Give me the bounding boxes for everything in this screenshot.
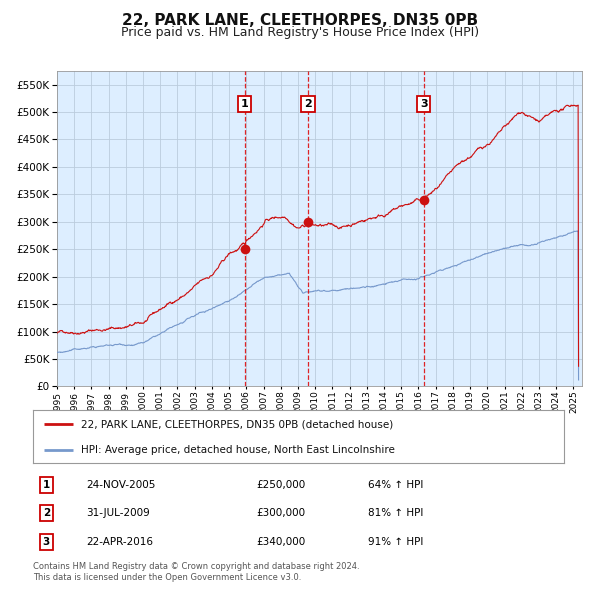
Text: £250,000: £250,000 xyxy=(256,480,305,490)
Text: 64% ↑ HPI: 64% ↑ HPI xyxy=(368,480,423,490)
Text: 91% ↑ HPI: 91% ↑ HPI xyxy=(368,537,423,546)
Text: Contains HM Land Registry data © Crown copyright and database right 2024.
This d: Contains HM Land Registry data © Crown c… xyxy=(33,562,359,582)
Text: £340,000: £340,000 xyxy=(256,537,305,546)
Text: 22, PARK LANE, CLEETHORPES, DN35 0PB (detached house): 22, PARK LANE, CLEETHORPES, DN35 0PB (de… xyxy=(81,419,393,430)
Text: HPI: Average price, detached house, North East Lincolnshire: HPI: Average price, detached house, Nort… xyxy=(81,445,395,455)
Text: 1: 1 xyxy=(241,99,248,109)
Text: 3: 3 xyxy=(43,537,50,546)
Text: 2: 2 xyxy=(304,99,312,109)
Text: 22-APR-2016: 22-APR-2016 xyxy=(86,537,153,546)
Text: 1: 1 xyxy=(43,480,50,490)
Text: 81% ↑ HPI: 81% ↑ HPI xyxy=(368,509,423,518)
Text: 2: 2 xyxy=(43,509,50,518)
Text: 22, PARK LANE, CLEETHORPES, DN35 0PB: 22, PARK LANE, CLEETHORPES, DN35 0PB xyxy=(122,13,478,28)
Text: Price paid vs. HM Land Registry's House Price Index (HPI): Price paid vs. HM Land Registry's House … xyxy=(121,26,479,39)
Text: 24-NOV-2005: 24-NOV-2005 xyxy=(86,480,155,490)
Text: 31-JUL-2009: 31-JUL-2009 xyxy=(86,509,150,518)
Text: 3: 3 xyxy=(420,99,428,109)
Text: £300,000: £300,000 xyxy=(256,509,305,518)
